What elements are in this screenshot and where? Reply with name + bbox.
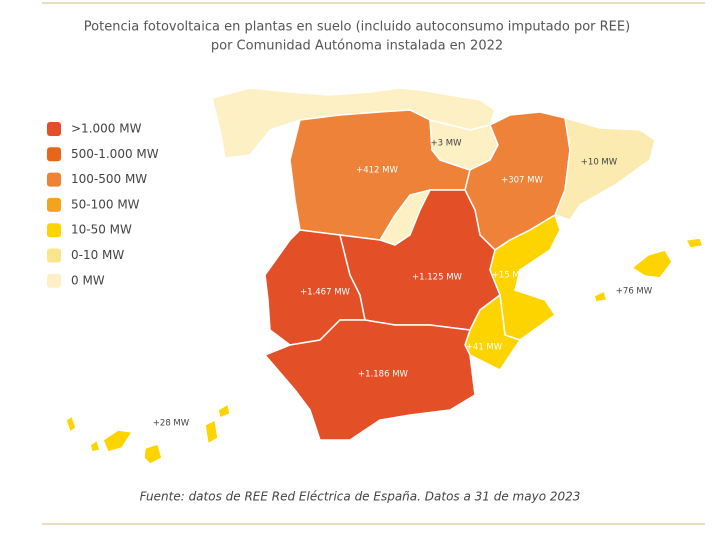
legend-swatch: [47, 248, 61, 263]
region-shape: [204, 418, 219, 446]
title-line: Potencia fotovoltaica en plantas en suel…: [84, 20, 630, 35]
legend-label: 0 MW: [71, 273, 105, 287]
region-shape: [217, 402, 231, 420]
legend-label: >1.000 MW: [71, 122, 142, 136]
legend-swatch: [47, 273, 61, 288]
region-shape: [554, 116, 656, 221]
legend-swatch: [47, 147, 61, 162]
legend-label: 0-10 MW: [71, 248, 124, 262]
legend-label: 10-50 MW: [71, 223, 132, 237]
region-shape: [65, 414, 77, 434]
legend-swatch: [47, 197, 61, 212]
region-shape: [489, 213, 561, 341]
region-label: +412 MW: [356, 166, 398, 176]
region-label: +15 MW: [492, 271, 529, 281]
legend-label: 100-500 MW: [71, 172, 147, 186]
source-note: Fuente: datos de REE Red Eléctrica de Es…: [140, 490, 581, 504]
region-label: +1.186 MW: [358, 370, 408, 380]
region-shape: [593, 289, 608, 303]
region-shape: [89, 438, 101, 453]
region-shape: [684, 237, 705, 249]
region-label: +307 MW: [501, 176, 543, 186]
region-label: +10 MW: [581, 158, 618, 168]
region-label: +1.467 MW: [300, 288, 350, 298]
title-line: por Comunidad Autónoma instalada en 2022: [211, 39, 503, 54]
legend-swatch: [47, 223, 61, 238]
region-shape: [102, 429, 134, 453]
legend-label: 500-1.000 MW: [71, 147, 159, 161]
region-label: +28 MW: [153, 419, 190, 429]
legend-swatch: [47, 122, 61, 136]
region-label: +1.125 MW: [412, 273, 462, 283]
region-label: +3 MW: [431, 139, 463, 149]
region-shape: [143, 443, 163, 465]
region-label: +41 MW: [466, 343, 503, 353]
region-shape: [630, 249, 673, 279]
legend-label: 50-100 MW: [71, 197, 140, 211]
region-label: +76 MW: [616, 287, 653, 297]
region-shape: [263, 319, 476, 441]
legend-swatch: [47, 172, 61, 187]
